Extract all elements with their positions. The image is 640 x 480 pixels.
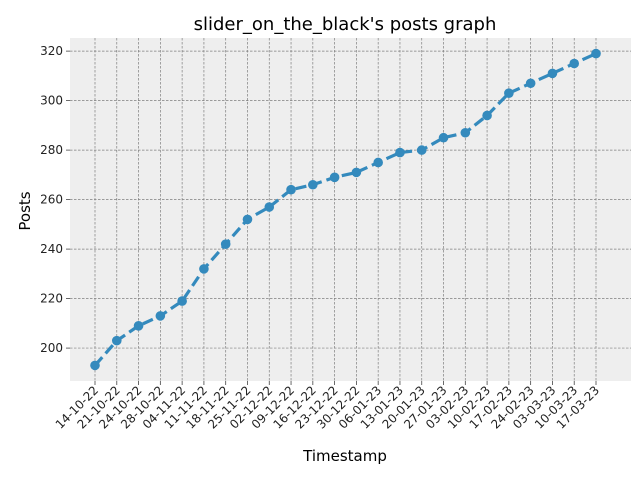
data-point bbox=[438, 132, 449, 143]
x-axis-label: Timestamp bbox=[302, 447, 387, 465]
data-point bbox=[220, 239, 231, 249]
y-tick-label: 300 bbox=[40, 94, 63, 108]
data-point bbox=[111, 335, 122, 346]
data-point bbox=[547, 68, 558, 79]
data-point bbox=[177, 296, 187, 306]
data-point bbox=[351, 167, 362, 178]
data-point bbox=[155, 311, 166, 321]
data-point bbox=[569, 58, 580, 69]
y-tick-label: 240 bbox=[40, 242, 63, 256]
data-point bbox=[329, 172, 340, 183]
x-axis-ticks: 14-10-2221-10-2224-10-2228-10-2204-11-22… bbox=[53, 381, 602, 432]
chart-title: slider_on_the_black's posts graph bbox=[194, 14, 497, 35]
y-axis-label: Posts bbox=[16, 191, 34, 230]
data-point bbox=[504, 88, 514, 98]
y-axis-ticks: 200 220 240 260 280 300 320 bbox=[40, 44, 70, 355]
y-tick-label: 200 bbox=[40, 341, 63, 355]
data-point bbox=[373, 157, 383, 168]
series-posts bbox=[90, 48, 601, 371]
y-tick-label: 260 bbox=[40, 193, 63, 207]
data-point bbox=[133, 321, 144, 331]
data-point bbox=[416, 145, 427, 155]
data-point bbox=[264, 202, 275, 212]
data-point bbox=[591, 48, 601, 59]
data-point bbox=[199, 264, 209, 274]
data-point bbox=[242, 214, 253, 225]
data-point bbox=[308, 179, 318, 190]
data-point bbox=[525, 78, 536, 89]
data-point bbox=[286, 184, 296, 195]
y-tick-label: 320 bbox=[40, 44, 63, 58]
plot-background bbox=[70, 38, 631, 381]
data-point bbox=[395, 147, 405, 158]
data-point bbox=[460, 127, 471, 138]
data-point bbox=[90, 360, 100, 371]
y-tick-label: 280 bbox=[40, 143, 63, 157]
data-point bbox=[482, 110, 492, 121]
y-tick-label: 220 bbox=[40, 292, 63, 306]
